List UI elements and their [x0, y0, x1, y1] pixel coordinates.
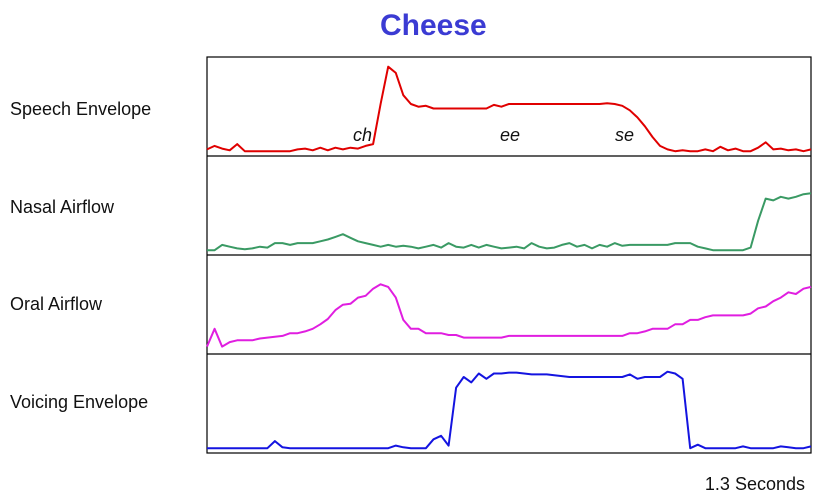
annotation-se: se	[615, 125, 634, 145]
time-scale-label: 1.3 Seconds	[704, 474, 805, 494]
series-nasal-airflow	[207, 192, 812, 252]
series-voicing-envelope	[207, 370, 812, 450]
chart-title: Cheese	[380, 9, 487, 42]
series-label-voicing-envelope: Voicing Envelope	[10, 392, 149, 412]
annotation-ch: ch	[353, 125, 372, 145]
series-label-nasal-airflow: Nasal Airflow	[10, 197, 115, 217]
annotation-ee: ee	[500, 125, 520, 145]
series-speech-envelope	[206, 65, 812, 153]
series-label-oral-airflow: Oral Airflow	[10, 294, 103, 314]
series-label-speech-envelope: Speech Envelope	[10, 99, 152, 119]
series-oral-airflow	[206, 283, 812, 348]
